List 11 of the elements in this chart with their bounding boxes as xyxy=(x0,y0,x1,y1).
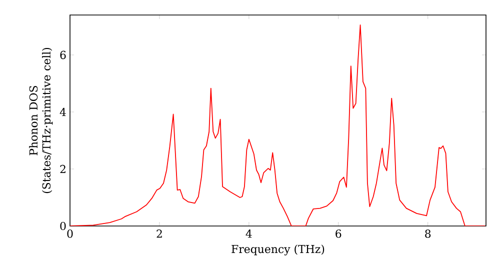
y-axis-title: Phonon DOS (States/THz·primitive cell) xyxy=(29,48,53,194)
x-tick-label: 6 xyxy=(336,230,342,238)
x-tick-label: 4 xyxy=(246,230,252,238)
y-tick-label: 6 xyxy=(60,50,66,60)
y-tick-label: 4 xyxy=(60,108,66,116)
x-tick-label: 0 xyxy=(67,230,73,238)
y-tick-label: 2 xyxy=(60,164,66,174)
x-tick-label: 2 xyxy=(156,230,162,238)
x-axis-title: Frequency (THz) xyxy=(232,244,324,256)
x-tick-label: 8 xyxy=(425,230,431,238)
y-tick-label: 0 xyxy=(60,222,66,230)
